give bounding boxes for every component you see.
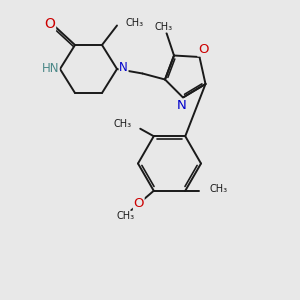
- Text: CH₃: CH₃: [125, 18, 143, 28]
- Text: O: O: [134, 197, 144, 210]
- Text: CH₃: CH₃: [113, 119, 131, 129]
- Text: HN: HN: [42, 62, 59, 76]
- Text: CH₃: CH₃: [154, 22, 172, 32]
- Text: CH₃: CH₃: [209, 184, 227, 194]
- Text: N: N: [177, 99, 186, 112]
- Text: CH₃: CH₃: [116, 211, 134, 221]
- Text: O: O: [45, 17, 56, 31]
- Text: O: O: [198, 43, 208, 56]
- Text: N: N: [119, 61, 128, 74]
